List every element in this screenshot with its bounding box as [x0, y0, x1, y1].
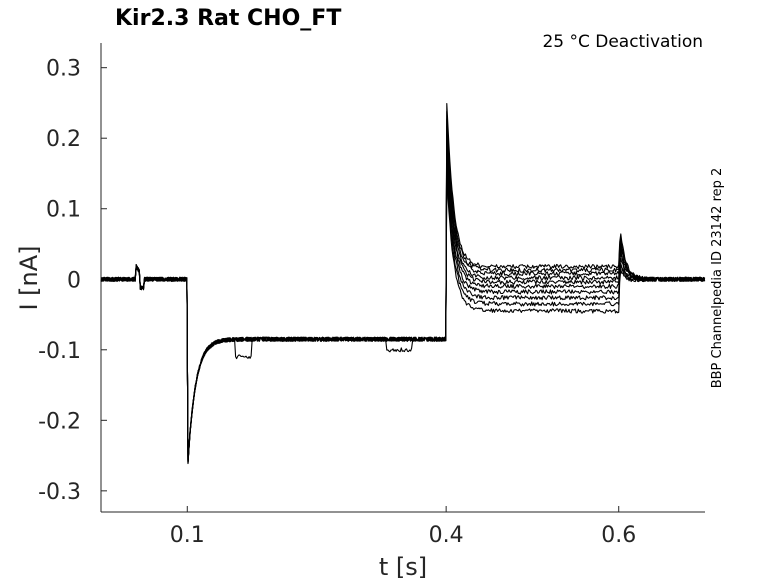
y-tick-label: -0.1	[38, 339, 81, 364]
current-traces	[100, 103, 706, 465]
current-trace	[100, 174, 706, 463]
condition-annotation: 25 °C Deactivation	[542, 32, 703, 52]
y-tick-label: 0.2	[46, 127, 81, 152]
y-tick-label: -0.2	[38, 409, 81, 434]
y-tick-label: 0.3	[46, 57, 81, 82]
current-trace	[100, 118, 706, 461]
y-axis-label: I [nA]	[15, 245, 43, 310]
current-trace	[100, 103, 705, 463]
y-ticks: 0.3 0.2 0.1 0 -0.1 -0.2 -0.3	[38, 57, 107, 505]
channelpedia-id-label: BBP Channelpedia ID 23142 rep 2	[710, 168, 725, 389]
y-tick-label: 0.1	[46, 198, 81, 223]
x-axis-label: t [s]	[379, 553, 427, 581]
y-tick-label: -0.3	[38, 480, 81, 505]
x-tick-label: 0.6	[601, 523, 636, 548]
x-tick-label: 0.1	[170, 523, 205, 548]
axes	[100, 43, 705, 513]
x-tick-label: 0.4	[429, 523, 464, 548]
y-tick-label: 0	[67, 268, 81, 293]
chart-title: Kir2.3 Rat CHO_FT	[115, 6, 341, 31]
x-ticks: 0.1 0.4 0.6	[170, 506, 636, 548]
